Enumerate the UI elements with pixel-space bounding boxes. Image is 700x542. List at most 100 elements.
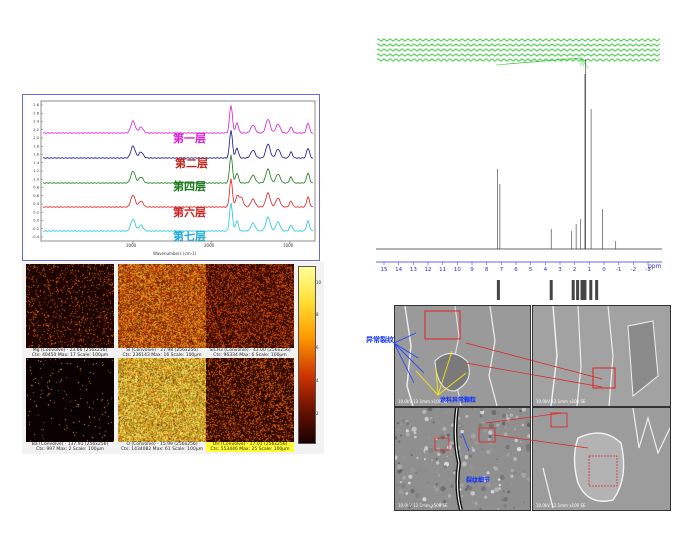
ppm-tick-label: 14 [395,267,402,273]
nmr-peak-label-row [377,52,661,57]
sem-image-bottom-left: 10.0kV 12.1mm x500 SE [394,407,531,511]
ir-curve-layer-4 [42,178,314,208]
y-tick-label: 0.8 [33,186,39,190]
ir-spectra-panel: 2.8 2.6 2.4 2.2 2.0 1.8 1.6 1.4 1.2 1.0 0.8 0.6 0.4 0… [22,94,320,261]
ppm-tick-label: 15 [381,267,388,273]
ppm-tick-label: 11 [439,267,446,273]
sem-image-top-left: 10.0kV 12.1mm x100 SE [394,305,531,407]
y-tick-label: 1.6 [33,153,39,157]
nmr-peak-label-row [377,42,661,47]
x-tick-3000: 3000 [126,243,137,248]
sem-scale-text-4: 10.0kV 12.1mm x100 SE [536,503,586,508]
ppm-tick-label: 5 [529,267,533,273]
layer-label-7: 第七层 [173,230,206,243]
sem-scale-text-1: 10.0kV 12.1mm x100 SE [398,399,448,404]
scale-tick-4: 4 [316,378,319,383]
label-inclusion-particles: 涂料异常颗粒 [440,397,477,404]
ppm-tick-label: 2 [573,267,577,273]
integral-label [496,280,500,300]
integral-label [583,280,587,300]
x-tick-2000: 2000 [204,243,215,248]
sem-image-top-right: 10.0kV 12.1mm x100 SE [532,305,671,407]
ppm-tick-label: -2 [631,267,636,273]
y-tick-label: 2.6 [33,111,39,115]
sem-panel: 10.0kV 12.1mm x100 SE 10.0kV 12.1mm x100… [366,303,671,513]
layer-label-1: 第一层 [173,132,206,145]
y-tick-label: 1.0 [33,177,39,181]
sem-scale-text-3: 10.0kV 12.1mm x500 SE [398,503,448,508]
integral-label [576,280,580,300]
x-tick-1000: 1000 [283,243,294,248]
map-caption-ba: Ba (Convolve) · 137.91 (256x256) Cts: 997… [31,442,109,452]
ppm-tick-label: 12 [425,267,432,273]
y-tick-label: -0.2 [32,227,39,231]
scale-tick-2: 2 [316,411,319,416]
integral-label [549,280,553,300]
y-tick-label: 1.8 [33,144,39,148]
eds-map-o [118,358,206,442]
ppm-tick-label: 4 [544,267,548,273]
integral-label [589,280,593,300]
y-tick-label: 2.2 [33,128,39,132]
label-crack-detail: 裂纹细节 [466,477,491,484]
y-tick-label: 2.4 [33,120,39,124]
ppm-tick-label: -3 [645,267,651,273]
y-tick-label: 2.0 [33,136,39,140]
y-tick-label: 0.0 [33,219,39,223]
nmr-peak-label-row [377,57,661,62]
ir-curve-layer-3 [42,154,314,184]
eds-map-mg [26,264,114,348]
ir-curve-layer-5 [42,202,314,232]
y-tick-label: 1.4 [33,161,39,165]
y-tick-label: 0.4 [33,202,39,206]
sem-image-bottom-right: 10.0kV 12.1mm x100 SE [532,407,671,511]
ppm-tick-label: 13 [410,267,417,273]
map-caption-si: Si (Convolve) · 27.98 (256x256) Cts: 2361… [122,348,202,358]
layer-label-6: 第六层 [173,206,206,219]
map-caption-oh: OH (Convolve) · 17.01 (256x256) Cts: 5534… [206,442,294,452]
ir-curve-layer-1 [42,105,314,134]
scale-tick-6: 6 [316,345,319,350]
ppm-tick-label: -1 [616,267,621,273]
ppm-tick-label: 1 [588,267,592,273]
x-axis-label: Wavenumbers (cm-1) [153,251,197,256]
integral-label [580,280,584,300]
eds-map-ba [26,358,114,442]
nmr-spectrum-panel: 15 14 13 12 11 10 9 8 7 6 5 4 3 2 1 0 -1 -2 -3 ppm [366,30,666,305]
eds-maps-panel: Mg (Convolve) · 23.66 (256x256) Cts: 4045… [22,262,324,454]
y-tick-label: 2.8 [33,103,39,107]
ppm-tick-label: 9 [470,267,474,273]
eds-map-oh [206,358,294,442]
layer-label-4: 第四层 [173,180,206,193]
nmr-peak-label-row [377,37,661,42]
ppm-tick-label: 10 [454,267,461,273]
label-abnormal-cracks: 异常裂纹 [366,336,394,344]
ppm-unit: ppm [648,263,662,270]
scale-tick-8: 8 [316,312,319,317]
ppm-tick-label: 7 [500,267,504,273]
ir-spectra-plot: 2.8 2.6 2.4 2.2 2.0 1.8 1.6 1.4 1.2 1.0 0.8 0.6 0.4 0… [32,100,316,244]
color-scale-bar [298,266,316,444]
map-caption-o: O (Convolve) · 15.99 (256x256) Cts: 14340… [121,442,203,452]
eds-map-sich3 [206,264,294,348]
layer-label-2: 第二层 [175,157,208,170]
ir-curve-layer-2 [42,130,314,159]
eds-map-si [118,264,206,348]
ppm-tick-label: 3 [558,267,562,273]
sem-annotation-overlay [393,332,603,452]
integral-label [595,280,599,300]
y-tick-label: -0.4 [32,235,40,239]
ppm-tick-label: 8 [485,267,489,273]
ppm-tick-label: 0 [602,267,606,273]
integral-label [571,280,575,300]
nmr-plot: 15 14 13 12 11 10 9 8 7 6 5 4 3 2 1 0 -1 -2 -3 [376,37,662,300]
sem-scale-text-2: 10.0kV 12.1mm x100 SE [536,399,586,404]
y-tick-label: 0.6 [33,194,39,198]
y-tick-label: 1.2 [33,169,39,173]
ppm-tick-label: 6 [514,267,518,273]
map-caption-sich3: SiCH3 (Convolve) · 43.00 (256x256) Cts: 9… [209,348,291,358]
scale-tick-10: 10 [316,280,322,285]
map-caption-mg: Mg (Convolve) · 23.66 (256x256) Cts: 4045… [31,348,109,358]
y-tick-label: 0.2 [33,210,39,214]
nmr-peak-label-row [377,47,661,52]
